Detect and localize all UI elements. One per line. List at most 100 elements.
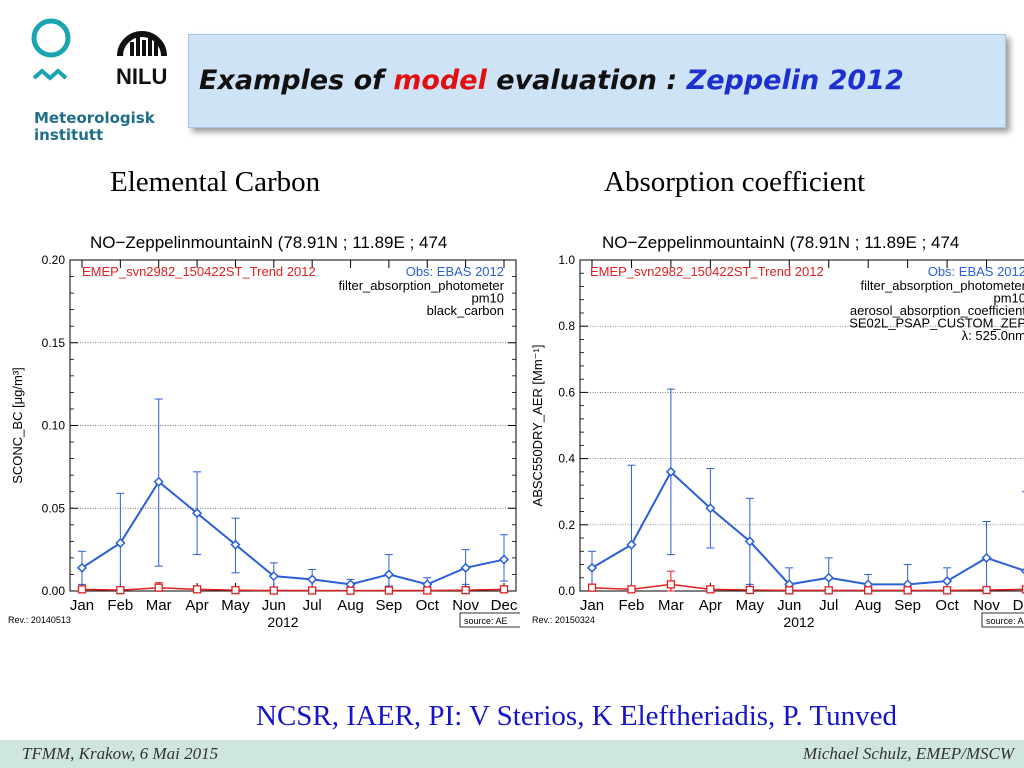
chart-elemental-carbon-svg: NO−ZeppelinmountainN (78.91N ; 11.89E ; … [8, 233, 520, 630]
x-tick-label: Jul [819, 597, 838, 614]
legend-info-line: filter_absorption_photometer [861, 278, 1024, 293]
y-tick-label: 0.05 [42, 501, 66, 515]
title-word-zeppelin: Zeppelin 2012 [686, 65, 904, 96]
obs-point [307, 574, 318, 585]
x-tick-label: May [221, 597, 250, 614]
model-point [785, 586, 794, 595]
met-logo-text: Meteorologisk institutt [34, 109, 155, 144]
model-point [745, 585, 754, 595]
label-elemental-carbon: Elemental Carbon [110, 166, 321, 198]
model-point [903, 586, 912, 595]
x-tick-label: Jul [303, 597, 322, 614]
x-tick-label: Dec [491, 597, 518, 614]
met-logo-circle-icon [31, 18, 71, 58]
x-tick-label: Jun [777, 597, 801, 614]
x-tick-label: Mar [146, 597, 172, 614]
x-tick-label: Jun [262, 597, 286, 614]
y-tick-label: 0.6 [558, 385, 575, 399]
x-tick-label: Apr [185, 597, 208, 614]
obs-point [626, 539, 637, 550]
obs-series-line [591, 470, 1024, 586]
model-point [308, 586, 317, 595]
model-point [346, 586, 355, 595]
obs-point [76, 562, 88, 573]
y-tick-label: 0.00 [42, 584, 66, 598]
model-point [154, 583, 163, 592]
obs-point [460, 562, 471, 573]
nilu-logo-icon [117, 31, 167, 57]
met-logo-wave-icon [32, 68, 68, 81]
legend-obs: Obs: EBAS 2012 [406, 264, 504, 279]
x-tick-label: Nov [973, 597, 1000, 614]
obs-point [981, 552, 992, 563]
model-point [942, 586, 952, 595]
obs-point [823, 572, 834, 583]
x-axis-label: 2012 [267, 614, 298, 630]
x-tick-label: Dec [1013, 597, 1024, 614]
legend-info-line: SE02L_PSAP_CUSTOM_ZEP [849, 316, 1024, 331]
x-tick-label: Mar [658, 597, 684, 614]
title-part-1: Examples of [199, 65, 394, 96]
model-point [587, 583, 597, 592]
logo-area: NILU [28, 12, 188, 152]
obs-point [498, 554, 510, 565]
model-point [269, 586, 278, 595]
model-point [1021, 585, 1024, 594]
x-tick-label: Oct [935, 597, 959, 614]
obs-point [230, 539, 241, 550]
legend-model: EMEP_svn2982_150422ST_Trend 2012 [590, 264, 824, 279]
obs-point [383, 569, 394, 580]
title-part-3: evaluation : [486, 65, 687, 96]
title-word-model: model [393, 65, 487, 96]
nilu-logo-text: NILU [116, 64, 167, 89]
obs-point [665, 466, 676, 477]
legend-info-line: pm10 [471, 291, 504, 306]
x-tick-label: Oct [416, 597, 440, 614]
model-point [666, 580, 676, 589]
obs-point [705, 503, 716, 514]
legend-info-line: pm10 [993, 291, 1024, 306]
chart-title: NO−ZeppelinmountainN (78.91N ; 11.89E ; … [602, 233, 959, 252]
model-point [423, 586, 432, 595]
legend-info-line: filter_absorption_photometer [339, 278, 505, 293]
footer-bar: TFMM, Krakow, 6 Mai 2015 Michael Schulz,… [0, 740, 1024, 768]
chart-elemental-carbon: NO−ZeppelinmountainN (78.91N ; 11.89E ; … [4, 228, 520, 634]
data-credits: NCSR, IAER, PI: V Sterios, K Eleftheriad… [256, 700, 898, 732]
source-label: source: AE [986, 616, 1024, 626]
footer-event: TFMM, Krakow, 6 Mai 2015 [22, 744, 219, 763]
y-tick-label: 0.20 [42, 253, 66, 267]
obs-point [192, 508, 203, 519]
model-point [461, 586, 470, 595]
x-tick-label: Aug [337, 597, 364, 614]
logos-graphic: NILU [31, 18, 167, 89]
chart-absorption-coefficient: NO−ZeppelinmountainN (78.91N ; 11.89E ; … [528, 228, 1024, 634]
legend-info-line: aerosol_absorption_coefficient [850, 303, 1024, 318]
model-point [627, 585, 636, 594]
label-absorption-coefficient: Absorption coefficient [604, 166, 866, 198]
x-tick-label: Feb [107, 597, 133, 614]
y-tick-label: 0.15 [42, 336, 66, 350]
source-label: source: AE [464, 616, 508, 626]
obs-point [115, 537, 126, 549]
model-point [499, 585, 509, 594]
x-axis-label: 2012 [783, 614, 814, 630]
title-banner: Examples of model evaluation : Zeppelin … [188, 34, 1006, 128]
legend-model: EMEP_svn2982_150422ST_Trend 2012 [82, 264, 316, 279]
legend-info-line: λ: 525.0nm [962, 328, 1024, 343]
model-point [77, 585, 87, 594]
y-axis-label: ABSC550DRY_AER [Mm⁻¹] [530, 345, 545, 507]
obs-point [586, 562, 598, 573]
y-tick-label: 0.4 [558, 452, 575, 466]
model-point [824, 586, 833, 595]
model-series-line [591, 583, 1024, 592]
model-point [116, 586, 125, 595]
x-tick-label: Feb [619, 597, 645, 614]
y-tick-label: 0.8 [558, 319, 575, 333]
chart-title: NO−ZeppelinmountainN (78.91N ; 11.89E ; … [90, 233, 447, 252]
revision-label: Rev.: 20150324 [532, 615, 595, 625]
model-series-line [81, 586, 505, 592]
x-tick-label: Apr [699, 597, 722, 614]
legend-obs: Obs: EBAS 2012 [928, 264, 1024, 279]
model-point [982, 585, 991, 595]
model-point [384, 586, 394, 595]
